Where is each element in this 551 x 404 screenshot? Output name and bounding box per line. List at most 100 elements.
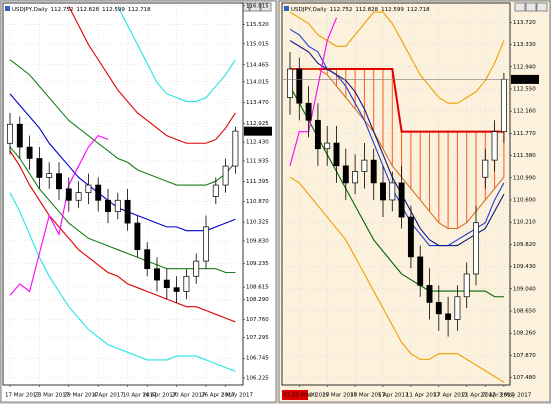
quote-value: 112.752 [51,7,74,13]
y-tick-label: 115.520 [246,22,269,28]
y-tick-label: 110.600 [513,197,536,203]
candle-body [473,222,479,275]
x-tick-label: 30 Mar 2017 [350,393,385,399]
y-tick-label: 115.015 [246,41,269,47]
y-tick-label: 111.380 [513,153,536,159]
x-tick-label: 21 Apr 2017 [462,393,497,399]
candle-body [398,182,405,218]
candle-body [85,184,92,194]
candle-body [36,158,43,178]
candle-body [203,226,209,262]
candle-body [26,146,33,159]
x-tick-label: 27 Apr 2017 [480,393,515,399]
x-tick-label: 20 Apr 2017 [172,393,207,399]
indicator-line [9,150,236,323]
y-tick-label: 109.820 [513,242,536,248]
maximize-button[interactable] [525,2,537,12]
candle-body [114,199,121,213]
y-tick-label: 113.720 [513,20,536,26]
indicator-line [289,40,505,247]
quote-value: 112.718 [407,7,430,13]
candle-body [435,302,442,315]
indicator-line [9,192,236,372]
y-tick-label: 112.940 [513,64,536,70]
indicator-line [68,6,236,144]
indicator-line [117,6,236,102]
y-tick-label: 107.480 [513,375,536,381]
candle-body [407,216,414,258]
candle-body [445,313,452,320]
last-price-label: 112.718 [246,129,269,135]
candle-body [370,159,377,184]
x-tick-label: 3 May 2017 [499,393,532,399]
candle-body [154,268,160,281]
candle-body [361,159,368,172]
x-tick-label: 4 Apr 2017 [93,393,124,399]
candle-body [105,199,111,213]
indicator-line [289,28,505,247]
maximize-button[interactable] [249,2,261,12]
close-button[interactable] [536,2,548,12]
chart-header: USDJPY,Daily 112.752 112.828 112.599 112.718 [291,7,430,13]
y-tick-label: 114.015 [246,79,269,85]
y-tick-label: 113.470 [246,100,269,106]
candle-body [482,159,489,178]
y-tick-label: 108.615 [246,285,269,291]
indicator-line [289,17,338,166]
y-tick-label: 110.210 [513,220,536,226]
quote-value: 112.828 [76,7,99,13]
candle-body [342,165,349,184]
candle-body [75,192,82,201]
candle-body [333,142,340,167]
candle-body [296,68,303,104]
y-tick-label: 112.160 [513,109,536,115]
y-tick-label: 108.290 [246,297,269,303]
chart-icon [5,6,10,11]
chart-icon [284,6,289,11]
y-tick-label: 110.325 [246,220,269,226]
left-window-buttons [238,2,272,12]
y-tick-label: 106.745 [246,356,269,362]
x-tick-label: 20 Mar 2017 [322,393,357,399]
chart-header: USDJPY,Daily 112.752 112.828 112.599 112.718 [12,7,151,13]
x-tick-label: 29 Mar 2017 [64,393,99,399]
right-window-buttons [514,2,548,12]
candle-body [46,173,53,178]
candle-body [454,296,461,320]
candle-body [232,130,239,167]
quote-value: 112.718 [128,7,151,13]
y-tick-label: 109.040 [513,286,536,292]
candle-body [426,285,433,303]
plot-area [2,2,244,386]
x-tick-label: 17 Apr 2017 [434,393,469,399]
minimize-button[interactable] [514,2,526,12]
y-tick-label: 111.395 [246,179,269,185]
candle-body [16,123,23,148]
cloud-edge [290,68,504,133]
indicator-line [9,93,236,232]
x-tick-label: 2 May 2017 [221,393,254,399]
candle-body [183,275,190,292]
candle-body [305,102,312,121]
candle-body [491,131,498,161]
y-tick-label: 107.760 [246,317,269,323]
quote-value: 112.752 [330,7,353,13]
x-tick-label: 5 Apr 2017 [378,393,409,399]
candle-body [173,287,180,292]
quote-value: 112.599 [381,7,404,13]
candle-body [389,182,396,201]
indicator-line [9,59,236,186]
y-tick-label: 107.295 [246,335,269,341]
candle-body [352,171,359,184]
x-tick-label: 11 Apr 2017 [406,393,441,399]
candle-body [144,249,151,270]
x-tick-label: 14 Mar 2017 [294,393,329,399]
candle-body [65,188,72,201]
close-button[interactable] [260,2,272,12]
chart-title: USDJPY,Daily [12,7,48,13]
candle-body [500,78,507,133]
indicator-line [9,135,109,296]
candle-body [163,279,170,289]
